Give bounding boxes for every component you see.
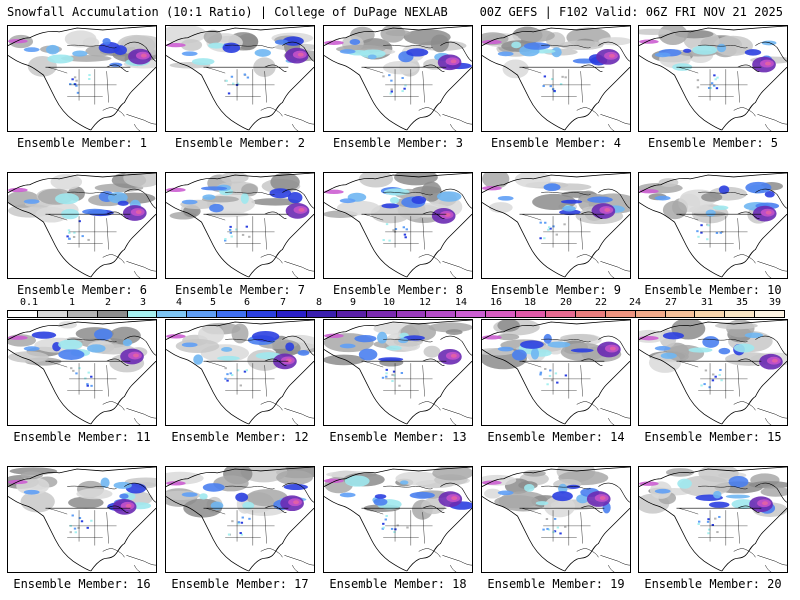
colorbar-label: 27 bbox=[664, 297, 678, 308]
colorbar-swatch bbox=[725, 311, 756, 317]
colorbar-label: 2 bbox=[104, 297, 112, 308]
colorbar-swatch bbox=[755, 311, 785, 317]
ensemble-member-map-14 bbox=[481, 319, 631, 426]
colorbar-swatch bbox=[127, 311, 158, 317]
colorbar-swatch bbox=[187, 311, 218, 317]
ensemble-member-map-12 bbox=[165, 319, 315, 426]
ensemble-member-map-13 bbox=[323, 319, 473, 426]
ensemble-member-label: Ensemble Member: 11 bbox=[13, 430, 151, 444]
ensemble-member-map-16 bbox=[7, 466, 157, 573]
colorbar-label: 6 bbox=[243, 297, 251, 308]
colorbar-swatch bbox=[336, 311, 367, 317]
colorbar-swatch bbox=[37, 311, 68, 317]
colorbar-label: 3 bbox=[139, 297, 147, 308]
colorbar-swatch bbox=[426, 311, 457, 317]
ensemble-member-map-6 bbox=[7, 172, 157, 279]
colorbar-swatch bbox=[8, 311, 38, 317]
ensemble-member-label: Ensemble Member: 4 bbox=[490, 136, 622, 150]
ensemble-member-label: Ensemble Member: 16 bbox=[13, 577, 151, 591]
ensemble-member-map-9 bbox=[481, 172, 631, 279]
ensemble-member-label: Ensemble Member: 8 bbox=[332, 283, 464, 297]
ensemble-member-map-10 bbox=[638, 172, 788, 279]
ensemble-member-map-11 bbox=[7, 319, 157, 426]
colorbar-swatch bbox=[366, 311, 397, 317]
colorbar-label: 9 bbox=[349, 297, 357, 308]
colorbar-swatch bbox=[546, 311, 576, 317]
colorbar-swatch bbox=[605, 311, 636, 317]
colorbar-swatch bbox=[665, 311, 696, 317]
ensemble-member-label: Ensemble Member: 17 bbox=[171, 577, 309, 591]
ensemble-member-map-4 bbox=[481, 25, 631, 132]
ensemble-member-map-15 bbox=[638, 319, 788, 426]
map-title: Snowfall Accumulation (10:1 Ratio) | Col… bbox=[7, 5, 448, 19]
ensemble-member-map-2 bbox=[165, 25, 315, 132]
ensemble-member-label: Ensemble Member: 18 bbox=[329, 577, 467, 591]
colorbar-label: 8 bbox=[315, 297, 323, 308]
colorbar-label: 12 bbox=[418, 297, 432, 308]
colorbar-label: 1 bbox=[68, 297, 76, 308]
colorbar-swatch bbox=[456, 311, 487, 317]
colorbar-swatch bbox=[635, 311, 666, 317]
ensemble-member-map-1 bbox=[7, 25, 157, 132]
ensemble-member-label: Ensemble Member: 15 bbox=[644, 430, 782, 444]
colorbar-label: 24 bbox=[628, 297, 642, 308]
colorbar-label: 14 bbox=[454, 297, 468, 308]
ensemble-member-label: Ensemble Member: 9 bbox=[490, 283, 622, 297]
colorbar-label: 22 bbox=[594, 297, 608, 308]
colorbar-label: 39 bbox=[768, 297, 782, 308]
colorbar-swatch bbox=[217, 311, 248, 317]
colorbar-label: 0.1 bbox=[19, 297, 39, 308]
colorbar-label: 31 bbox=[700, 297, 714, 308]
ensemble-member-label: Ensemble Member: 7 bbox=[174, 283, 306, 297]
colorbar-label: 20 bbox=[559, 297, 573, 308]
colorbar-swatch bbox=[247, 311, 278, 317]
ensemble-member-map-19 bbox=[481, 466, 631, 573]
ensemble-member-label: Ensemble Member: 13 bbox=[329, 430, 467, 444]
ensemble-member-label: Ensemble Member: 20 bbox=[644, 577, 782, 591]
colorbar-swatch bbox=[277, 311, 307, 317]
colorbar-swatch bbox=[396, 311, 427, 317]
colorbar-label: 35 bbox=[735, 297, 749, 308]
colorbar-label: 5 bbox=[209, 297, 217, 308]
ensemble-member-label: Ensemble Member: 1 bbox=[16, 136, 148, 150]
ensemble-member-map-8 bbox=[323, 172, 473, 279]
ensemble-member-map-18 bbox=[323, 466, 473, 573]
colorbar-swatch bbox=[695, 311, 726, 317]
ensemble-member-map-7 bbox=[165, 172, 315, 279]
ensemble-member-map-3 bbox=[323, 25, 473, 132]
ensemble-member-map-17 bbox=[165, 466, 315, 573]
colorbar-label: 18 bbox=[523, 297, 537, 308]
colorbar-swatch bbox=[486, 311, 517, 317]
colorbar-swatch bbox=[575, 311, 606, 317]
ensemble-member-label: Ensemble Member: 2 bbox=[174, 136, 306, 150]
colorbar-swatch bbox=[67, 311, 98, 317]
colorbar-swatch bbox=[157, 311, 188, 317]
snowfall-colorbar bbox=[7, 310, 785, 318]
ensemble-member-map-5 bbox=[638, 25, 788, 132]
colorbar-swatch bbox=[306, 311, 337, 317]
colorbar-swatch bbox=[516, 311, 547, 317]
run-valid-time: 00Z GEFS | F102 Valid: 06Z FRI NOV 21 20… bbox=[479, 5, 783, 19]
ensemble-member-label: Ensemble Member: 3 bbox=[332, 136, 464, 150]
ensemble-member-label: Ensemble Member: 12 bbox=[171, 430, 309, 444]
ensemble-member-label: Ensemble Member: 19 bbox=[487, 577, 625, 591]
colorbar-swatch bbox=[97, 311, 128, 317]
colorbar-label: 7 bbox=[279, 297, 287, 308]
colorbar-label: 10 bbox=[382, 297, 396, 308]
ensemble-member-label: Ensemble Member: 6 bbox=[16, 283, 148, 297]
colorbar-label: 16 bbox=[489, 297, 503, 308]
colorbar-label: 4 bbox=[175, 297, 183, 308]
ensemble-member-label: Ensemble Member: 10 bbox=[644, 283, 782, 297]
ensemble-member-map-20 bbox=[638, 466, 788, 573]
ensemble-member-label: Ensemble Member: 5 bbox=[647, 136, 779, 150]
colorbar-labels: 0.1 1 2 3 4 5 6 7 8 9 10 12 14 16 18 20 22 24 27 31 35 39 bbox=[7, 297, 785, 309]
ensemble-member-label: Ensemble Member: 14 bbox=[487, 430, 625, 444]
